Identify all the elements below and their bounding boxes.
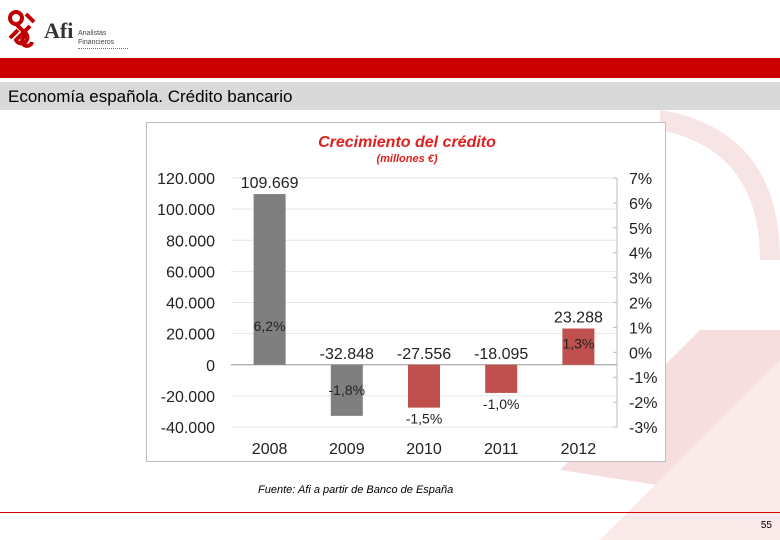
- pct-label: 1,3%: [562, 336, 594, 352]
- value-label: 109.669: [241, 175, 299, 192]
- chart-subtitle: (millones €): [376, 153, 437, 165]
- chart-frame: Crecimiento del crédito (millones €) 120…: [146, 122, 666, 462]
- y2-tick-label: -2%: [629, 395, 657, 412]
- y-tick-label: 60.000: [166, 264, 215, 281]
- x-tick-label: 2008: [252, 441, 288, 458]
- credit-growth-chart: Crecimiento del crédito (millones €) 120…: [157, 134, 657, 458]
- value-label: -18.095: [474, 346, 528, 363]
- y2-tick-label: 5%: [629, 221, 652, 238]
- x-tick-label: 2012: [561, 441, 597, 458]
- pct-label: -1,8%: [329, 382, 366, 398]
- bar-2009: [330, 364, 363, 416]
- value-label: -32.848: [320, 346, 374, 363]
- page-number: 55: [760, 520, 772, 531]
- afi-knot-icon: [8, 10, 36, 48]
- y2-tick-label: 3%: [629, 271, 652, 288]
- pct-label: 6,2%: [254, 318, 286, 334]
- y2-tick-label: 2%: [629, 296, 652, 313]
- value-label: 23.288: [554, 310, 603, 327]
- logo-line1: Analistas: [78, 30, 107, 37]
- bars-layer: [253, 194, 595, 416]
- y2-tick-label: -1%: [629, 370, 657, 387]
- bar-2010: [408, 364, 440, 408]
- y-tick-label: 120.000: [157, 171, 215, 188]
- y2-tick-label: 7%: [629, 171, 652, 188]
- x-tick-label: 2011: [484, 441, 519, 458]
- page-title: Economía española. Crédito bancario: [8, 87, 293, 106]
- y-tick-label: 0: [206, 358, 215, 375]
- header-red-bar: [0, 58, 780, 78]
- y-tick-label: 80.000: [166, 233, 215, 250]
- y2-tick-label: 4%: [629, 246, 652, 263]
- logo-brand: Afi: [44, 18, 74, 43]
- labels-layer: 109.669 6,2% -32.848 -1,8% -27.556 -1,5% -18.0…: [241, 175, 603, 427]
- pct-label: -1,0%: [483, 396, 520, 412]
- source-note: Fuente: Afi a partir de Banco de España: [258, 484, 454, 496]
- y2-tick-label: 0%: [629, 345, 652, 362]
- y2-tick-label: 1%: [629, 320, 652, 337]
- afi-logo: Afi Analistas Financieros: [6, 8, 136, 52]
- y-tick-label: 40.000: [166, 296, 215, 313]
- y-axis-left: 120.000 100.000 80.000 60.000 40.000 20.000 0 -…: [157, 171, 215, 437]
- x-tick-label: 2010: [406, 441, 442, 458]
- y-tick-label: -40.000: [161, 420, 215, 437]
- y-tick-label: 100.000: [157, 202, 215, 219]
- x-axis: 2008 2009 2010 2011 2012: [252, 441, 596, 458]
- title-band: [0, 82, 780, 110]
- footer-line: [0, 512, 780, 513]
- bar-2008: [253, 194, 286, 365]
- x-tick-label: 2009: [329, 441, 365, 458]
- y2-tick-label: 6%: [629, 196, 652, 213]
- logo-tagline-decoration: [78, 48, 128, 51]
- pct-label: -1,5%: [406, 411, 443, 427]
- y-tick-label: 20.000: [166, 327, 215, 344]
- y-axis-right: 7% 6% 5% 4% 3% 2% 1% 0% -1% -2% -3%: [613, 171, 657, 437]
- chart-title: Crecimiento del crédito: [318, 134, 496, 151]
- bar-2011: [485, 364, 518, 393]
- value-label: -27.556: [397, 346, 451, 363]
- logo-line2: Financieros: [78, 39, 115, 46]
- y-tick-label: -20.000: [161, 389, 215, 406]
- y2-tick-label: -3%: [629, 420, 657, 437]
- bar-2012: [562, 328, 595, 365]
